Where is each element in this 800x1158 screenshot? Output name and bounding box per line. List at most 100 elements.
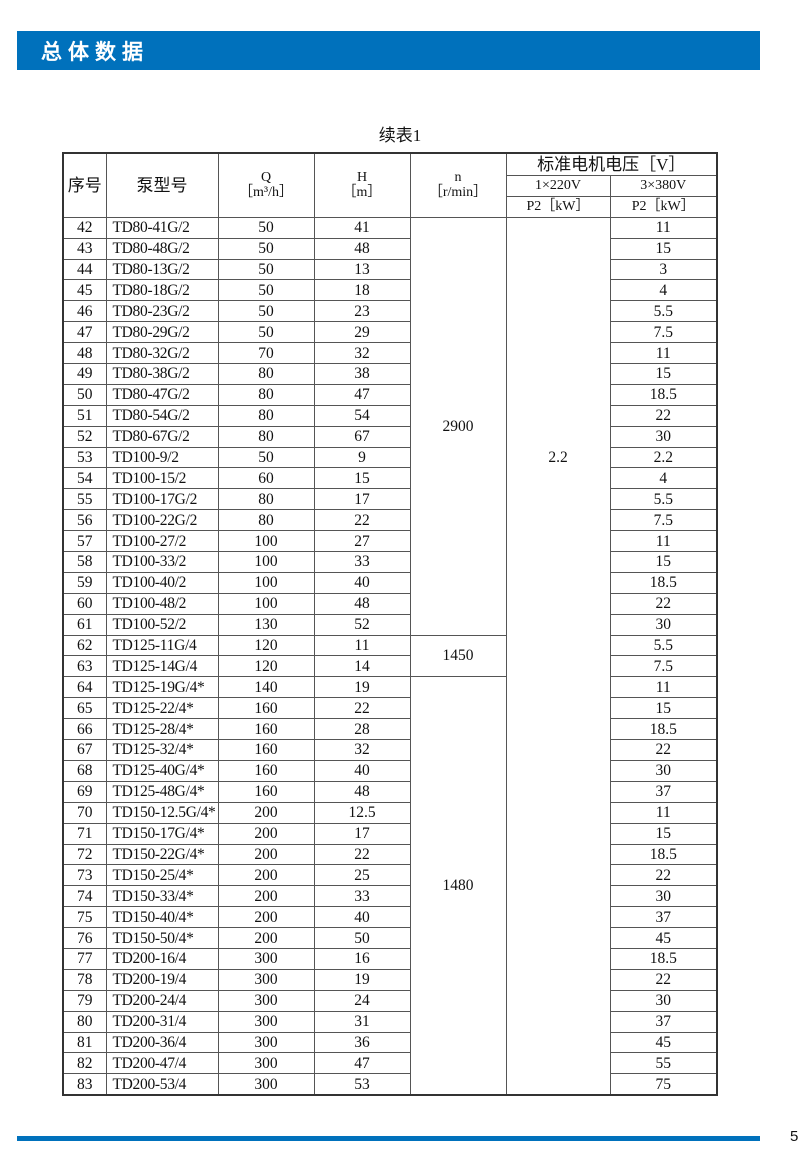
cell-model: TD100-9/2	[105, 446, 219, 469]
cell-q: 300	[217, 1031, 315, 1054]
header-p2-3ph: P2［kW］	[609, 195, 718, 218]
cell-p2-3ph: 37	[609, 906, 718, 929]
header-n-label: n	[454, 170, 462, 186]
cell-no: 55	[62, 488, 107, 511]
cell-no: 61	[62, 613, 107, 636]
cell-model: TD150-25/4*	[105, 864, 219, 887]
cell-h: 33	[313, 551, 411, 573]
cell-q: 100	[217, 571, 315, 594]
table-row: 75 TD150-40/4* 200 40 37	[62, 906, 718, 929]
table-row: 45 TD80-18G/2 50 18 4	[62, 279, 718, 302]
cell-model: TD80-18G/2	[105, 279, 219, 302]
cell-h: 50	[313, 927, 411, 949]
cell-h: 12.5	[313, 801, 411, 824]
table-row: 46 TD80-23G/2 50 23 5.5	[62, 300, 718, 323]
cell-p2-1ph	[505, 530, 611, 552]
cell-p2-1ph	[505, 969, 611, 991]
table-row: 43 TD80-48G/2 50 48 15	[62, 237, 718, 260]
cell-p2-3ph: 15	[609, 822, 718, 845]
cell-p2-3ph: 15	[609, 551, 718, 573]
cell-no: 78	[62, 968, 107, 991]
table-row: 82 TD200-47/4 300 47 55	[62, 1052, 718, 1075]
cell-p2-3ph: 11	[609, 216, 718, 239]
table-row: 69 TD125-48G/4* 160 48 37	[62, 780, 718, 803]
table-row: 74 TD150-33/4* 200 33 30	[62, 885, 718, 908]
table-row: 65 TD125-22/4* 160 22 15	[62, 697, 718, 720]
cell-p2-1ph	[505, 823, 611, 844]
cell-p2-1ph	[505, 635, 611, 656]
cell-h: 13	[313, 258, 411, 281]
cell-p2-3ph: 55	[609, 1052, 718, 1075]
cell-model: TD150-17G/4*	[105, 822, 219, 845]
cell-no: 49	[62, 363, 107, 385]
cell-no: 48	[62, 342, 107, 365]
header-h: H ［m］	[313, 152, 411, 218]
cell-no: 67	[62, 739, 107, 761]
cell-q: 70	[217, 342, 315, 365]
cell-h: 17	[313, 822, 411, 845]
cell-q: 300	[217, 1052, 315, 1075]
cell-h: 22	[313, 697, 411, 720]
cell-p2-3ph: 3	[609, 258, 718, 281]
header-model: 泵型号	[105, 152, 219, 218]
cell-no: 58	[62, 551, 107, 573]
cell-no: 57	[62, 530, 107, 553]
table-row: 61 TD100-52/2 130 52 30	[62, 613, 718, 636]
cell-p2-1ph	[505, 279, 611, 301]
cell-model: TD80-29G/2	[105, 321, 219, 344]
cell-no: 69	[62, 780, 107, 803]
cell-p2-3ph: 11	[609, 676, 718, 699]
cell-p2-1ph	[505, 697, 611, 719]
cell-no: 46	[62, 300, 107, 323]
cell-p2-1ph: 2.2	[505, 447, 611, 468]
cell-q: 50	[217, 258, 315, 281]
cell-p2-3ph: 11	[609, 530, 718, 553]
cell-model: TD125-19G/4*	[105, 676, 219, 699]
cell-h: 32	[313, 342, 411, 365]
cell-h: 18	[313, 279, 411, 302]
cell-p2-1ph	[505, 405, 611, 427]
cell-q: 300	[217, 968, 315, 991]
header-q: Q ［m³/h］	[217, 152, 315, 218]
cell-p2-1ph	[505, 572, 611, 594]
cell-h: 47	[313, 1052, 411, 1075]
cell-model: TD80-13G/2	[105, 258, 219, 281]
cell-p2-3ph: 37	[609, 780, 718, 803]
cell-p2-3ph: 11	[609, 342, 718, 365]
cell-p2-1ph	[505, 739, 611, 761]
section-title: 总体数据	[41, 40, 149, 64]
cell-q: 80	[217, 425, 315, 448]
cell-p2-1ph	[505, 948, 611, 970]
cell-p2-1ph	[505, 990, 611, 1012]
cell-model: TD200-53/4	[105, 1073, 219, 1096]
cell-model: TD80-23G/2	[105, 300, 219, 323]
cell-p2-1ph	[505, 342, 611, 364]
cell-h: 22	[313, 843, 411, 866]
cell-q: 200	[217, 885, 315, 908]
cell-h: 41	[313, 216, 411, 239]
cell-h: 15	[313, 467, 411, 490]
cell-no: 79	[62, 989, 107, 1012]
cell-p2-3ph: 5.5	[609, 634, 718, 657]
table-row: 72 TD150-22G/4* 200 22 18.5	[62, 843, 718, 866]
cell-model: TD125-22/4*	[105, 697, 219, 720]
cell-no: 70	[62, 801, 107, 824]
cell-h: 16	[313, 947, 411, 970]
cell-q: 300	[217, 1073, 315, 1096]
cell-p2-1ph	[505, 259, 611, 280]
cell-p2-3ph: 15	[609, 237, 718, 260]
cell-q: 200	[217, 843, 315, 866]
cell-p2-3ph: 22	[609, 739, 718, 761]
cell-p2-1ph	[505, 927, 611, 949]
cell-model: TD100-22G/2	[105, 509, 219, 532]
cell-h: 27	[313, 530, 411, 553]
table-row: 55 TD100-17G/2 80 17 5.5	[62, 488, 718, 511]
cell-no: 56	[62, 509, 107, 532]
cell-model: TD125-32/4*	[105, 739, 219, 761]
cell-no: 73	[62, 864, 107, 887]
cell-h: 48	[313, 780, 411, 803]
cell-model: TD125-14G/4	[105, 655, 219, 678]
cell-model: TD100-48/2	[105, 592, 219, 615]
table-row: 56 TD100-22G/2 80 22 7.5	[62, 509, 718, 532]
cell-p2-1ph	[505, 238, 611, 260]
